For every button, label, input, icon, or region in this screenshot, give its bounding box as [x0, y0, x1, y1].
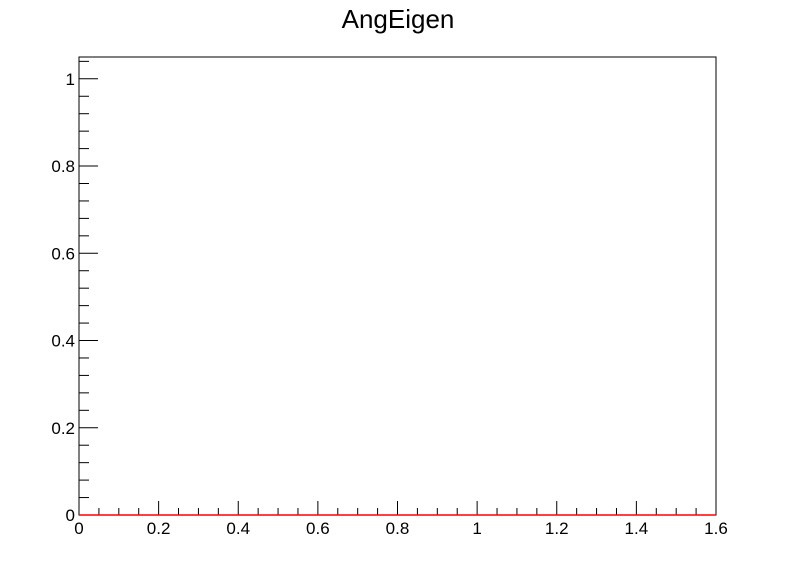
x-tick-label: 1 — [472, 519, 481, 538]
x-tick-label: 1.2 — [545, 519, 569, 538]
y-tick-label: 0.2 — [51, 419, 75, 438]
x-tick-label: 0.6 — [306, 519, 330, 538]
x-tick-label: 0.2 — [147, 519, 171, 538]
plot-frame — [78, 56, 717, 516]
y-tick-label: 0.6 — [51, 244, 75, 263]
x-tick-label: 0.4 — [226, 519, 250, 538]
x-tick-label: 0 — [74, 519, 83, 538]
x-axis: 0 0.2 0.4 0.6 0.8 1 1.2 1.4 1.6 — [74, 501, 728, 538]
y-tick-label: 0.4 — [51, 332, 75, 351]
y-tick-label: 0.8 — [51, 157, 75, 176]
y-tick-label: 1 — [66, 70, 75, 89]
chart-title: AngEigen — [341, 4, 455, 34]
y-tick-label: 0 — [66, 506, 75, 525]
x-tick-label: 1.6 — [704, 519, 728, 538]
x-tick-label: 1.4 — [625, 519, 649, 538]
y-axis: 0 0.2 0.4 0.6 0.8 1 — [51, 60, 98, 525]
x-tick-label: 0.8 — [386, 519, 410, 538]
